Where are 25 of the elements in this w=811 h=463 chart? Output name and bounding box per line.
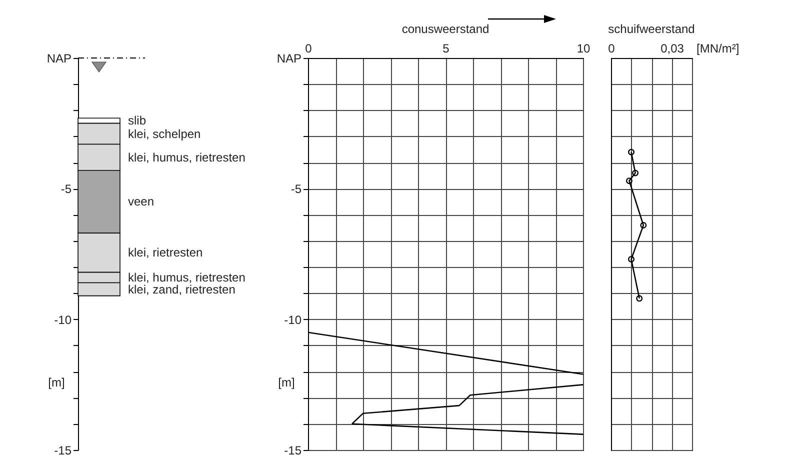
series-label: slib xyxy=(128,114,146,128)
series-label: veen xyxy=(128,194,154,209)
x-tick-label: 5 xyxy=(442,42,450,56)
y-tick-label: NAP xyxy=(46,52,72,66)
y-axis-title: [m] xyxy=(278,376,295,390)
y-tick-label: -15 xyxy=(54,444,72,458)
y-tick-label: -10 xyxy=(54,312,72,327)
chart-title: schuifweerstand xyxy=(608,22,695,36)
x-axis-title: [MN/m²] xyxy=(696,42,740,56)
y-tick-label: -5 xyxy=(60,182,72,196)
y-tick-label: -10 xyxy=(284,312,302,327)
y-axis-title: [m] xyxy=(48,376,65,390)
y-tick-label: NAP xyxy=(276,52,302,66)
x-tick-label: 0 xyxy=(305,42,312,56)
x-tick-label: 0,03 xyxy=(660,42,684,56)
x-tick-label: 10 xyxy=(576,42,590,56)
series-label: klei, humus, rietresten xyxy=(128,150,246,164)
series-label: klei, rietresten xyxy=(128,246,203,260)
y-tick-label: -15 xyxy=(284,444,302,458)
series-label: klei, zand, rietresten xyxy=(128,282,236,296)
x-tick-label: 0 xyxy=(608,42,616,56)
y-tick-label: -5 xyxy=(290,182,302,196)
series-label: klei, humus, rietresten xyxy=(128,270,246,285)
series-label: klei, schelpen xyxy=(128,126,201,141)
chart-title: conusweerstand xyxy=(402,22,490,36)
